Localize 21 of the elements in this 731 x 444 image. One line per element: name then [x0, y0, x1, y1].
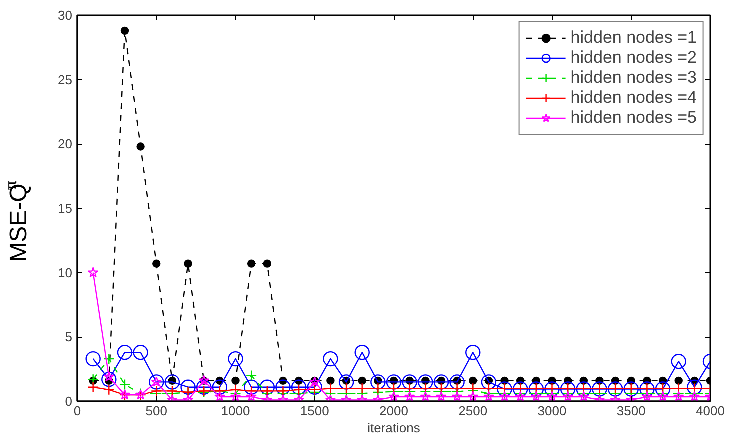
legend-label: hidden nodes =3: [570, 68, 697, 88]
x-tick-label: 2000: [380, 404, 408, 418]
y-tick-label: 0: [65, 394, 73, 409]
y-tick-label: 10: [58, 265, 73, 280]
legend-label: hidden nodes =4: [570, 88, 697, 108]
x-tick-label: 3500: [616, 404, 646, 418]
legend-label: hidden nodes =2: [570, 48, 697, 68]
x-tick-label: 3000: [538, 404, 567, 418]
x-tick-label: 1000: [221, 404, 250, 418]
x-axis-title: iterations: [368, 420, 421, 436]
y-tick-label: 30: [58, 8, 73, 23]
y-tick-label: 20: [58, 136, 73, 152]
x-tick-label: 4000: [696, 404, 725, 418]
y-tick-label: 5: [65, 330, 73, 345]
x-tick-label: 1500: [300, 404, 330, 418]
x-tick-label: 2500: [458, 404, 488, 418]
x-tick-label: 500: [146, 404, 168, 418]
y-tick-label: 25: [58, 72, 73, 88]
legend-label: hidden nodes =5: [570, 108, 697, 128]
y-tick-label: 15: [58, 201, 73, 216]
legend-label: hidden nodes =1: [570, 28, 697, 48]
